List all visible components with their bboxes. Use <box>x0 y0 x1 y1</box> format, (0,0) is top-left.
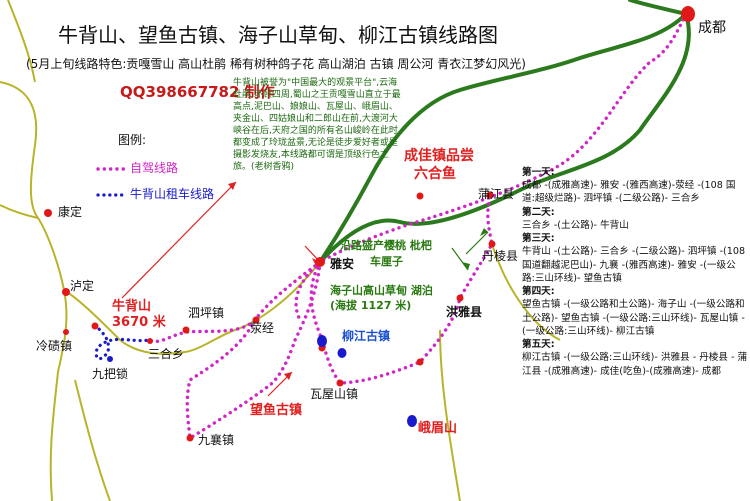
wawushan-marker <box>336 379 344 387</box>
sipingzhen-marker <box>182 326 190 334</box>
lengqi-marker <box>63 329 69 335</box>
itinerary-day-text: 望鱼古镇 -(一级公路和土公路)- 海子山 -(一级公路和土公路)- 望鱼古镇 … <box>522 299 745 337</box>
author-credit: QQ398667782 制作 <box>120 83 275 101</box>
haizishan-marker <box>317 335 327 347</box>
chengdu-marker <box>681 6 695 22</box>
chengdu-label: 成都 <box>698 20 726 36</box>
blue-markers <box>107 335 417 427</box>
itinerary-day-text: 三合乡 -(土公路)- 牛背山 <box>522 219 629 231</box>
wangyu-label: 望鱼古镇 <box>250 403 303 418</box>
cherry-label-2: 车厘子 <box>370 255 403 268</box>
niubeishan-marker <box>91 322 99 330</box>
road-network <box>0 0 561 501</box>
arrow-heads <box>228 182 320 380</box>
jiuba-label: 九把锁 <box>92 367 129 381</box>
itinerary-day-title: 第四天: <box>522 286 555 298</box>
danleng-marker <box>488 240 496 248</box>
itinerary-day-5: 第五天: 柳江古镇 -(一级公路:三山环线)- 洪雅县 - 丹棱县 - 蒲江县 … <box>522 338 748 378</box>
itinerary-day-2: 第二天: 三合乡 -(土公路)- 牛背山 <box>522 206 748 232</box>
itinerary-day-text: 成都 -(成雅高速)- 雅安 -(雅西高速)-荥经 -(108 国道:超级烂路)… <box>522 180 736 205</box>
itinerary-day-3: 第三天: 牛背山 -(土公路)- 三合乡 -(二级公路)- 泗坪镇 -(108 … <box>522 232 748 285</box>
itinerary-day-4: 第四天: 望鱼古镇 -(一级公路和土公路)- 海子山 -(一级公路和土公路)- … <box>522 285 748 338</box>
chengjia-marker <box>416 192 424 200</box>
map-title: 牛背山、望鱼古镇、海子山草甸、柳江古镇线路图 <box>58 23 498 47</box>
itinerary-day-1: 第一天: 成都 -(成雅高速)- 雅安 -(雅西高速)-荥经 -(108 国道:… <box>522 166 748 206</box>
legend-self-drive-label: 自驾线路 <box>130 161 179 175</box>
itinerary-day-title: 第三天: <box>522 233 555 245</box>
haizishan-label-2: (海拔 1127 米) <box>330 299 412 312</box>
lengqi-label: 冷碛镇 <box>36 339 73 353</box>
itinerary-day-text: 牛背山 -(土公路)- 三合乡 -(二级公路)- 泗坪镇 -(108 国道翻越泥… <box>522 246 746 284</box>
liujiang-marker <box>416 358 424 366</box>
kangding-label: 康定 <box>58 205 83 219</box>
liujiang-label: 柳江古镇 <box>342 329 391 343</box>
legend-rental-label: 牛背山租车线路 <box>130 187 215 201</box>
pujiang-marker <box>486 191 494 199</box>
hongya-marker <box>456 294 464 302</box>
yingjing-marker <box>252 316 260 324</box>
pujiang-label: 蒲江县 <box>478 187 515 201</box>
luding-marker <box>62 288 70 296</box>
sipingzhen-label: 泗坪镇 <box>188 306 225 320</box>
sanhe-label: 三合乡 <box>148 347 185 361</box>
jiuxiang-marker <box>186 434 194 442</box>
emeishan-label: 峨眉山 <box>418 421 458 436</box>
itinerary-day-title: 第一天: <box>522 167 555 178</box>
itinerary-day-title: 第二天: <box>522 206 555 218</box>
leader-lines <box>121 181 321 397</box>
wawushan-label: 瓦屋山镇 <box>310 387 359 401</box>
rental-route <box>93 323 152 361</box>
yingjing-label: 荥经 <box>250 321 275 335</box>
chengjia-label-2: 六合鱼 <box>414 166 456 182</box>
haizishan-label-1: 海子山高山草甸 湖泊 <box>330 284 433 297</box>
luding-label: 泸定 <box>70 279 95 293</box>
danleng-label: 丹棱县 <box>482 249 519 263</box>
jiuba-marker <box>107 356 113 362</box>
jiuxiang-label: 九襄镇 <box>198 433 235 447</box>
sanhe-marker <box>147 338 153 344</box>
intro-paragraph: 牛背山被誉为"中国最大的观景平台",云海杜鹃,环顾四周,蜀山之王贡嘎雪山直立于最… <box>233 78 401 172</box>
cherry-label-1: 沿路盛产樱桃 枇杷 <box>340 239 432 252</box>
itinerary-panel: 第一天: 成都 -(成雅高速)- 雅安 -(雅西高速)-荥经 -(108 国道:… <box>522 166 748 378</box>
yaan-label: 雅安 <box>330 257 355 271</box>
hongya-label: 洪雅县 <box>446 305 483 319</box>
emeishan-marker <box>407 415 417 427</box>
haizishan-lake-marker <box>337 348 347 358</box>
itinerary-day-text: 柳江古镇 -(一级公路:三山环线)- 洪雅县 - 丹棱县 - 蒲江县 -(成雅高… <box>522 352 748 377</box>
itinerary-day-title: 第五天: <box>522 339 555 351</box>
map-subtitle: (5月上旬线路特色:贡嘎雪山 高山杜鹃 稀有树种鸽子花 高山湖泊 古镇 周公河 … <box>26 57 526 71</box>
legend-title: 图例: <box>118 133 147 147</box>
chengjia-label-1: 成佳镇品尝 <box>404 148 474 164</box>
kangding-marker <box>44 209 52 217</box>
cherry-arrows <box>462 228 488 270</box>
niubeishan-label: 牛背山 <box>112 299 152 314</box>
niubeishan-altitude: 3670 米 <box>112 315 166 330</box>
